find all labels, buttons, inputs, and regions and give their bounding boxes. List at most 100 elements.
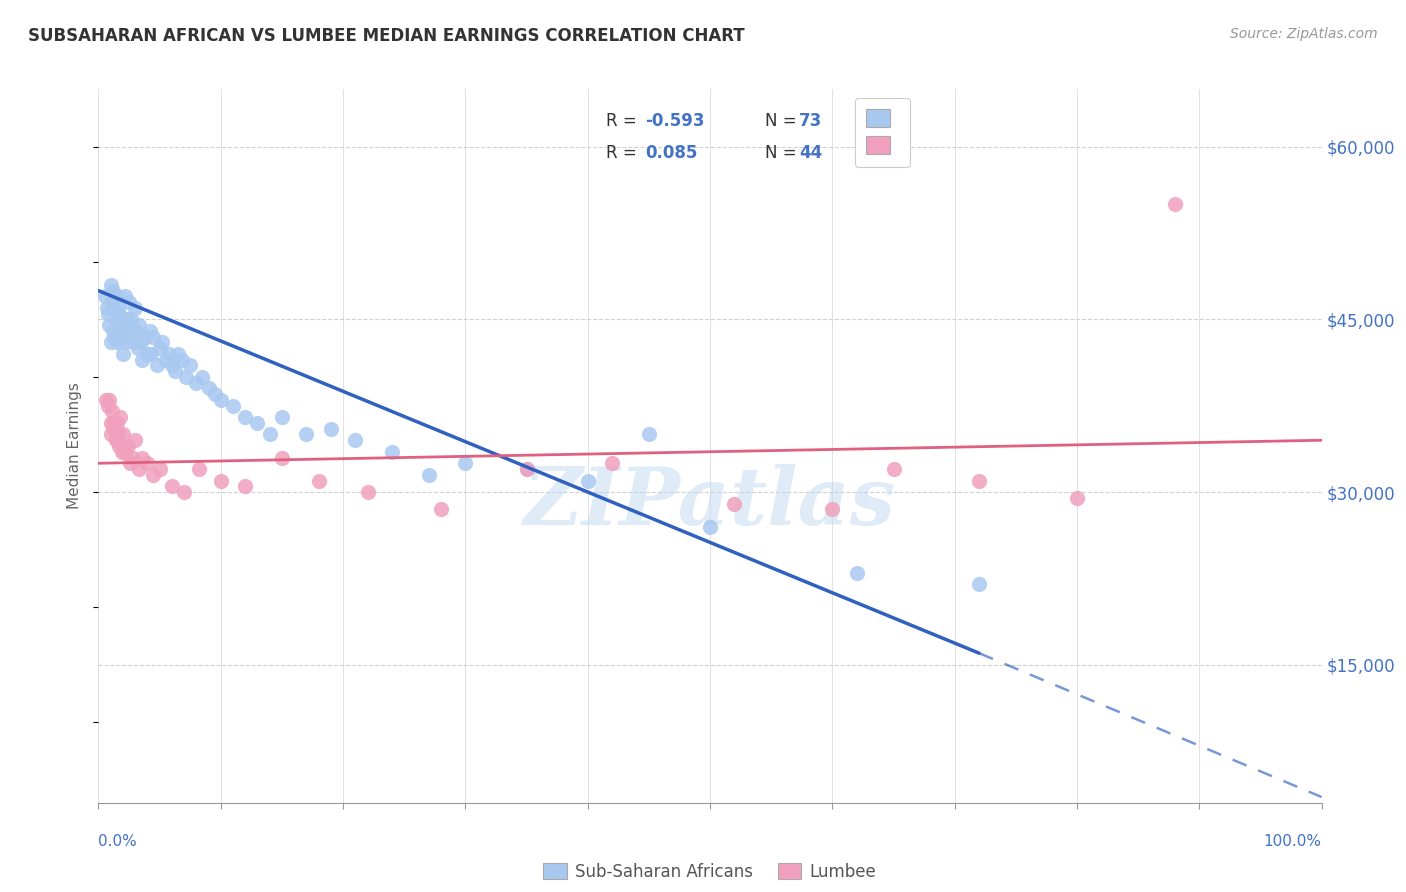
Point <box>127 341 149 355</box>
Point <box>186 376 208 390</box>
Point <box>170 352 193 367</box>
Point <box>98 318 121 333</box>
Point <box>96 301 118 315</box>
Point <box>233 479 256 493</box>
Point <box>111 427 134 442</box>
Point <box>100 277 122 292</box>
Point <box>204 387 226 401</box>
Point <box>120 456 142 470</box>
Point <box>173 485 195 500</box>
Point <box>222 399 245 413</box>
Text: 44: 44 <box>800 145 823 162</box>
Point <box>107 301 129 315</box>
Point <box>179 359 201 373</box>
Point <box>139 324 162 338</box>
Point <box>103 301 125 315</box>
Point <box>723 497 745 511</box>
Point <box>103 329 125 343</box>
Point <box>270 450 294 465</box>
Point <box>101 324 124 338</box>
Point <box>515 462 537 476</box>
Text: ZIPatlas: ZIPatlas <box>524 465 896 541</box>
Point <box>209 474 232 488</box>
Point <box>104 312 127 326</box>
Point <box>139 347 162 361</box>
Point <box>160 359 183 373</box>
Legend: Sub-Saharan Africans, Lumbee: Sub-Saharan Africans, Lumbee <box>537 856 883 888</box>
Point <box>104 434 127 448</box>
Point <box>128 462 150 476</box>
Point <box>381 444 404 458</box>
Point <box>105 416 128 430</box>
Point <box>197 381 219 395</box>
Point <box>124 434 146 448</box>
Point <box>93 289 115 303</box>
Point <box>101 416 124 430</box>
Point <box>125 324 148 338</box>
Point <box>821 502 844 516</box>
Point <box>131 352 153 367</box>
Point <box>142 467 165 482</box>
Point <box>105 289 128 303</box>
Point <box>167 347 190 361</box>
Point <box>187 462 209 476</box>
Point <box>319 422 342 436</box>
Text: N =: N = <box>765 145 801 162</box>
Point <box>97 399 120 413</box>
Point <box>600 456 623 470</box>
Point <box>108 439 131 453</box>
Point <box>103 422 125 436</box>
Text: -0.593: -0.593 <box>645 112 704 130</box>
Point <box>114 444 136 458</box>
Point <box>418 467 440 482</box>
Point <box>430 502 453 516</box>
Point <box>110 410 132 425</box>
Text: R =: R = <box>606 145 643 162</box>
Point <box>111 444 134 458</box>
Point <box>191 370 214 384</box>
Point <box>149 462 172 476</box>
Point <box>149 341 172 355</box>
Text: 0.0%: 0.0% <box>98 834 138 849</box>
Text: SUBSAHARAN AFRICAN VS LUMBEE MEDIAN EARNINGS CORRELATION CHART: SUBSAHARAN AFRICAN VS LUMBEE MEDIAN EARN… <box>28 27 745 45</box>
Text: R =: R = <box>606 112 643 130</box>
Point <box>454 456 477 470</box>
Point <box>118 295 141 310</box>
Point <box>1066 491 1088 505</box>
Point <box>576 474 599 488</box>
Point <box>97 307 120 321</box>
Point <box>259 427 281 442</box>
Y-axis label: Median Earnings: Median Earnings <box>67 383 83 509</box>
Point <box>110 329 132 343</box>
Point <box>121 335 143 350</box>
Point <box>270 410 294 425</box>
Point <box>112 318 135 333</box>
Point <box>638 427 661 442</box>
Point <box>121 450 143 465</box>
Point <box>233 410 256 425</box>
Point <box>1164 197 1187 211</box>
Point <box>136 347 159 361</box>
Text: N =: N = <box>765 112 801 130</box>
Point <box>114 335 136 350</box>
Point <box>165 364 187 378</box>
Point <box>150 335 173 350</box>
Point <box>105 434 128 448</box>
Point <box>129 335 152 350</box>
Point <box>100 427 122 442</box>
Point <box>160 479 183 493</box>
Text: 73: 73 <box>800 112 823 130</box>
Point <box>108 307 131 321</box>
Point <box>883 462 905 476</box>
Text: 100.0%: 100.0% <box>1264 834 1322 849</box>
Point <box>115 312 138 326</box>
Point <box>107 427 129 442</box>
Point <box>344 434 367 448</box>
Point <box>111 324 134 338</box>
Point <box>100 335 122 350</box>
Point <box>124 301 146 315</box>
Point <box>117 439 139 453</box>
Point <box>157 347 180 361</box>
Point <box>112 439 135 453</box>
Point <box>308 474 330 488</box>
